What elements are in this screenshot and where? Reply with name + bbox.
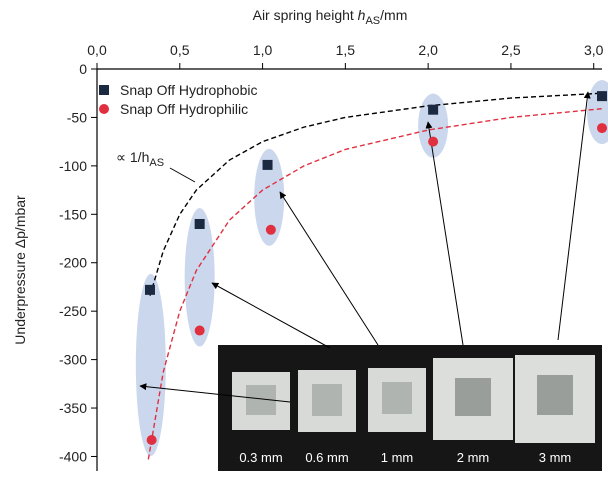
y-tick-label: 0	[79, 61, 87, 77]
y-tick-label: -300	[59, 352, 87, 368]
point	[428, 104, 439, 115]
inset-label: 0.6 mm	[305, 450, 348, 465]
sample-holes	[455, 378, 491, 416]
y-tick-label: -200	[59, 255, 87, 271]
inset-label: 2 mm	[457, 450, 490, 465]
y-tick-label: -50	[67, 109, 87, 125]
arrow	[279, 191, 379, 346]
point	[428, 136, 439, 147]
y-tick-label: -350	[59, 400, 87, 416]
point	[194, 218, 205, 229]
x-tick-label: 1,5	[336, 42, 356, 58]
sample-holes	[312, 384, 342, 416]
point	[265, 224, 276, 235]
annotation: ∝ 1/hAS	[116, 149, 164, 169]
y-axis-label: Underpressure Δp/mbar	[12, 195, 28, 345]
legend-marker	[99, 104, 109, 114]
legend-marker	[99, 85, 109, 95]
sample-holes	[382, 382, 412, 414]
arrow	[425, 121, 464, 346]
inset-label: 3 mm	[539, 450, 572, 465]
highlight-ellipse	[587, 80, 608, 145]
x-tick-label: 2,0	[418, 42, 438, 58]
point	[597, 123, 607, 134]
y-tick-label: -150	[59, 206, 87, 222]
arrow	[139, 383, 291, 403]
x-tick-label: 2,5	[501, 42, 521, 58]
arrows	[139, 91, 591, 403]
y-tick-label: -400	[59, 448, 87, 464]
sample-holes	[537, 375, 573, 415]
highlight-ellipse	[184, 207, 215, 347]
x-tick-label: 1,0	[253, 42, 273, 58]
x-tick-label: 0,0	[87, 42, 107, 58]
fit-curve	[147, 108, 602, 460]
point	[597, 91, 607, 102]
x-tick-label: 3,0	[584, 42, 604, 58]
highlight-ellipse	[135, 273, 166, 457]
photo-inset: 0.3 mm 0.6 mm 1 mm 2 mm 3 mm	[218, 345, 602, 471]
fit-curve	[149, 92, 602, 296]
arrow	[211, 282, 331, 349]
highlight-ellipse	[418, 93, 449, 158]
inset-label: 0.3 mm	[239, 450, 282, 465]
arrow	[557, 91, 591, 341]
legend-label: Snap Off Hydrophilic	[120, 101, 248, 117]
point	[146, 435, 157, 446]
x-tick-label: 0,5	[170, 42, 190, 58]
y-tick-label: -250	[59, 303, 87, 319]
y-tick-label: -100	[59, 158, 87, 174]
point	[262, 159, 273, 170]
point	[194, 325, 205, 336]
point	[144, 284, 155, 295]
legend-label: Snap Off Hydrophobic	[120, 82, 258, 98]
annotation-pointer	[169, 167, 196, 183]
x-axis-label: Air spring height hAS/mm	[253, 7, 408, 27]
inset-label: 1 mm	[381, 450, 414, 465]
highlight-ellipse	[254, 148, 285, 246]
